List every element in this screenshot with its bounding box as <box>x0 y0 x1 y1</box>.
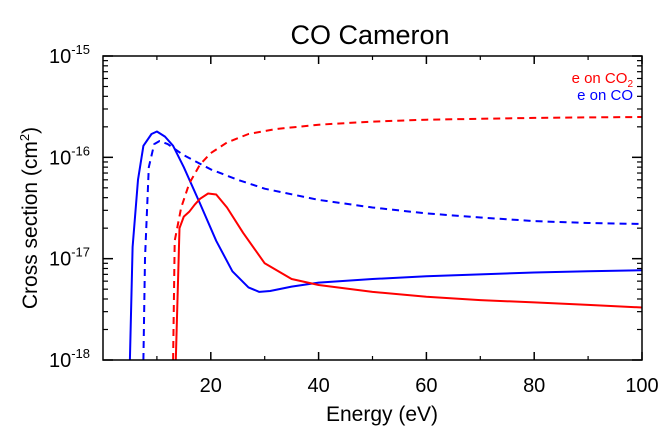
y-axis-label: Cross section (cm2) <box>17 127 42 309</box>
x-tick-label: 40 <box>307 375 329 397</box>
x-tick-label: 20 <box>200 375 222 397</box>
series-line-blue-dashed <box>142 140 643 361</box>
y-tick-label: 10-16 <box>49 143 90 169</box>
x-tick-label: 60 <box>415 375 437 397</box>
y-tick-label: 10-18 <box>49 346 90 372</box>
series-layer <box>128 116 643 361</box>
x-tick-label: 100 <box>625 375 658 397</box>
series-line-red-dashed <box>172 116 643 361</box>
label-layer: 20 40 60 80 100 10-18 10-17 10-16 10-15 <box>49 42 659 397</box>
y-tick-label: 10-15 <box>49 42 90 68</box>
plot-frame <box>102 55 643 361</box>
legend-entry: e on CO <box>577 87 633 104</box>
series-line-blue-solid <box>128 130 643 361</box>
series-line-red-solid <box>174 192 643 361</box>
x-tick-label: 80 <box>523 375 545 397</box>
y-tick-label: 10-17 <box>49 245 90 271</box>
x-axis-label: Energy (eV) <box>326 403 438 426</box>
legend-entry: e on CO2 <box>572 70 634 90</box>
chart-title: CO Cameron <box>290 20 449 50</box>
